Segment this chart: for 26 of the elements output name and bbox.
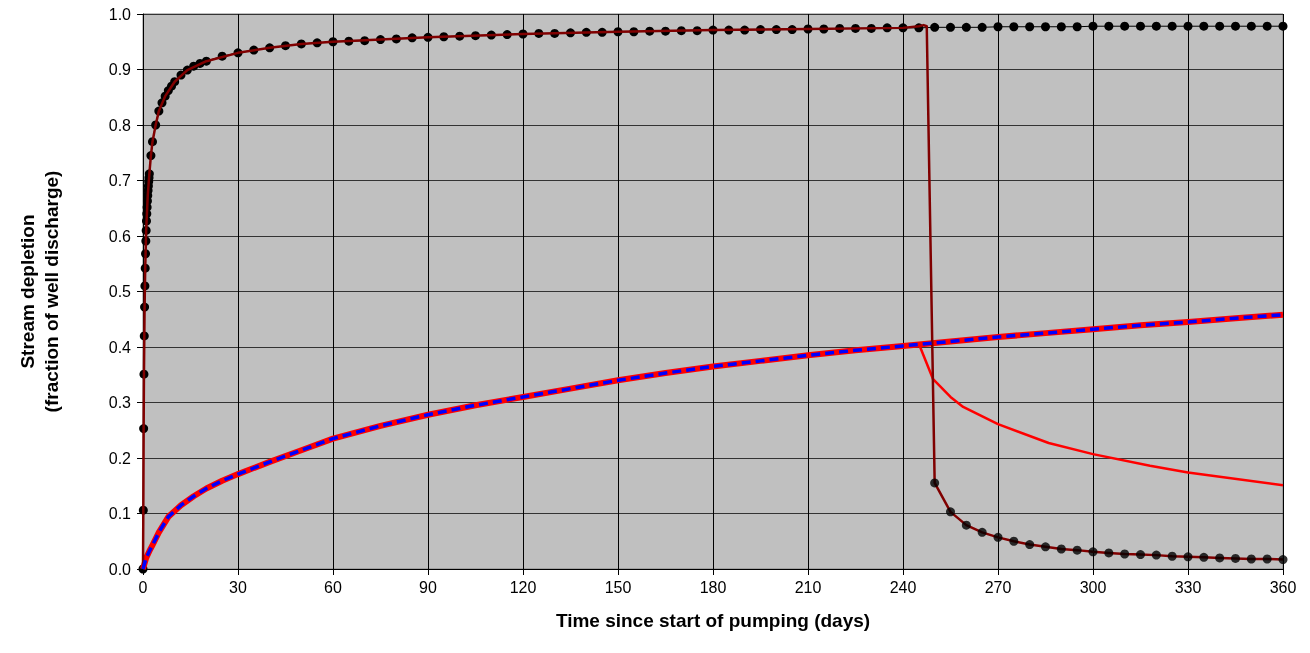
x-tick-label: 270 [984, 578, 1012, 596]
x-tick-label: 360 [1269, 578, 1297, 596]
y-tick-label: 0.0 [108, 560, 132, 578]
y-tick-label: 0.8 [108, 116, 132, 134]
x-axis-title: Time since start of pumping (days) [555, 610, 871, 631]
y-tick-label: 0.9 [108, 61, 132, 78]
x-tick-label: 300 [1079, 578, 1107, 596]
y-tick-label: 0.5 [108, 283, 132, 300]
x-tick-label: 210 [794, 578, 822, 596]
x-tick-label: 150 [604, 578, 632, 596]
y-tick-label: 0.7 [108, 172, 132, 189]
x-tick-label: 90 [419, 578, 437, 596]
x-tick-label: 180 [699, 578, 727, 596]
x-tick-label: 30 [229, 578, 247, 596]
y-tick-label: 0.3 [108, 394, 132, 411]
y-tick-label: 0.4 [108, 338, 132, 356]
x-tick-label: 330 [1174, 578, 1202, 596]
x-tick-label: 120 [509, 578, 537, 596]
x-tick-label: 0 [138, 578, 148, 596]
x-tick-label: 60 [324, 578, 342, 596]
x-tick-label: 240 [889, 578, 917, 596]
y-tick-label: 1.0 [108, 5, 132, 23]
y-axis-title: Stream depletion (fraction of well discharge) [16, 170, 62, 413]
y-tick-label: 0.6 [108, 227, 132, 245]
y-tick-label: 0.2 [108, 449, 132, 467]
y-tick-label: 0.1 [108, 505, 132, 522]
